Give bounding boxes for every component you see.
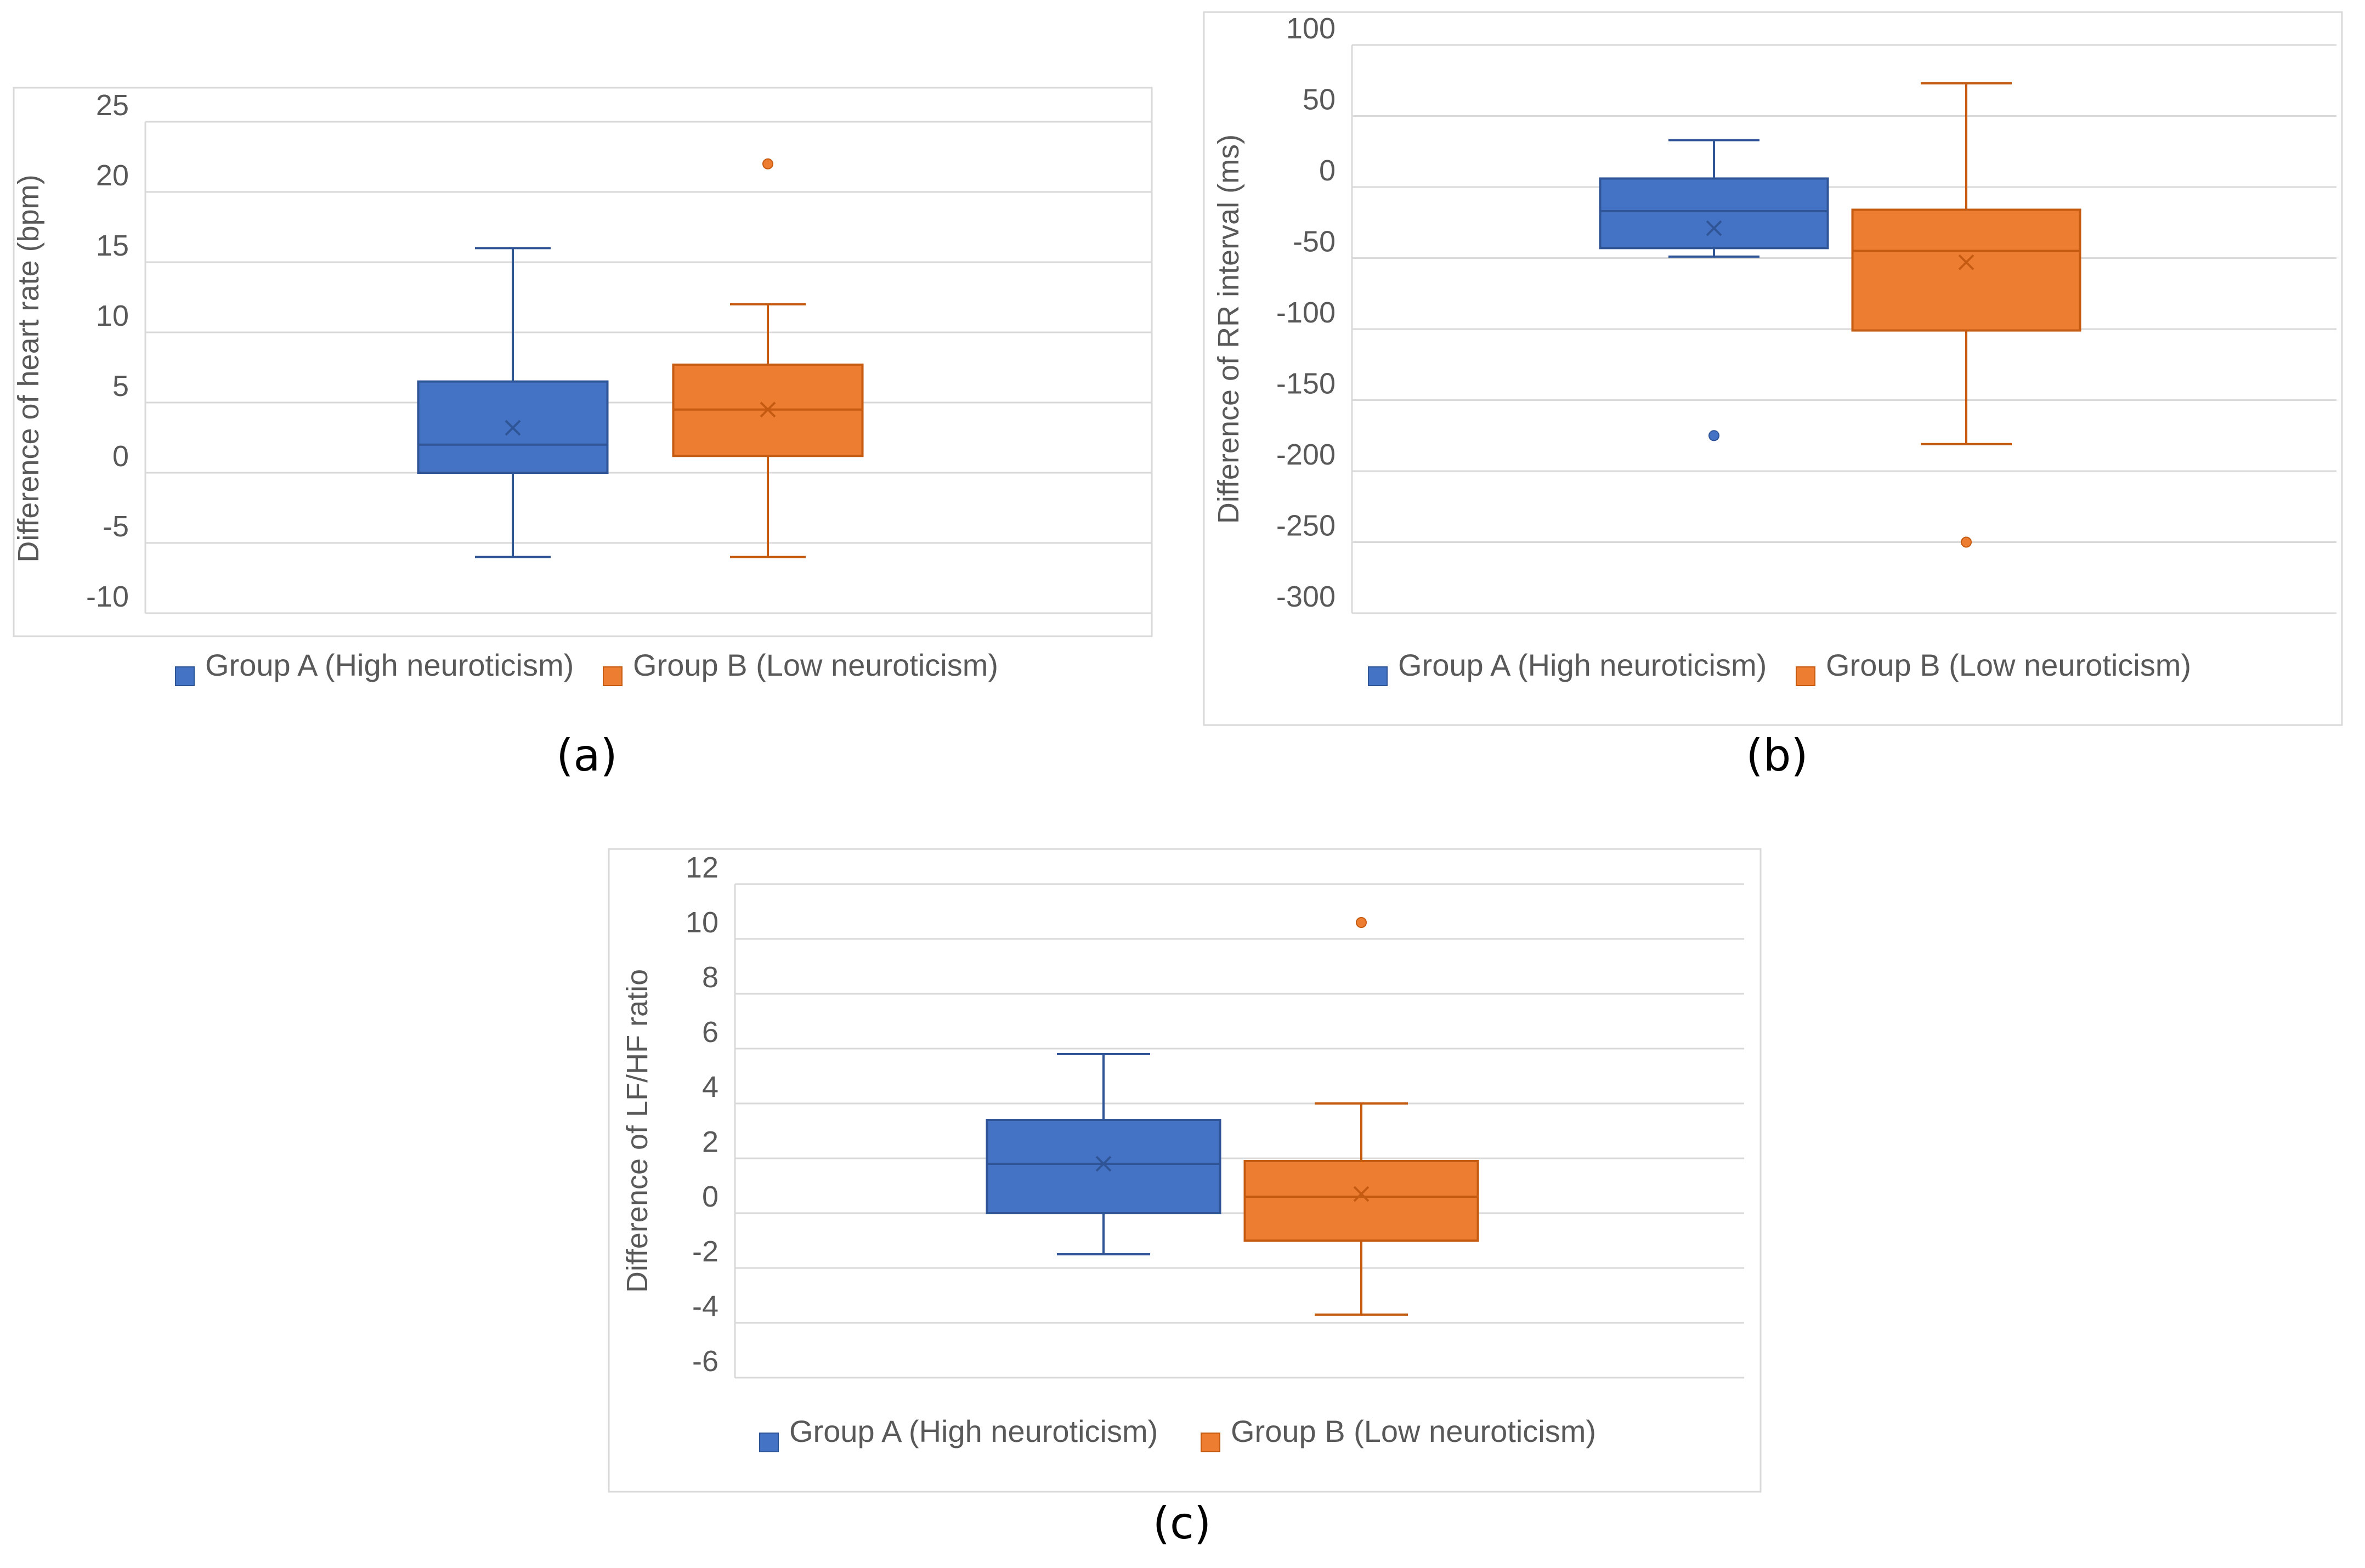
- chart-panel-a: -10 -5 0 5 10 15 20 25 Difference of heart rate …: [12, 87, 1153, 781]
- legend-swatch: [759, 1433, 779, 1452]
- y-tick-label: -200: [1276, 438, 1336, 471]
- y-tick-label: 100: [1286, 12, 1336, 45]
- chart-panel-c: -6 -4 -2 0 2 4 6 8 10 12 Difference of LF/HF ratio…: [608, 848, 1762, 1549]
- y-tick-label: -4: [692, 1290, 718, 1323]
- legend-swatch: [1796, 666, 1815, 686]
- mean-marker: [505, 420, 521, 436]
- legend-label: Group B (Low neuroticism): [1826, 648, 2191, 682]
- outlier-point: [1356, 917, 1367, 928]
- legend-swatch: [1368, 666, 1388, 686]
- y-tick-label: 2: [702, 1125, 718, 1158]
- y-tick-label: 0: [112, 440, 129, 473]
- y-tick-label: -10: [86, 580, 129, 613]
- legend-swatch: [1201, 1433, 1220, 1452]
- y-tick-label: 6: [702, 1016, 718, 1049]
- legend-swatch: [603, 666, 623, 686]
- y-tick-label: 0: [702, 1180, 718, 1213]
- iqr-box: [986, 1119, 1221, 1214]
- mean-marker: [1353, 1186, 1370, 1202]
- y-tick-label: -6: [692, 1345, 718, 1378]
- y-axis-label: Difference of heart rate (bpm): [12, 174, 45, 562]
- y-tick-label: 10: [96, 299, 129, 332]
- panel-caption: (c): [1153, 1498, 1211, 1549]
- y-tick-label: -250: [1276, 510, 1336, 542]
- legend-swatch: [175, 666, 195, 686]
- y-tick-label: -2: [692, 1235, 718, 1268]
- y-tick-label: 15: [96, 229, 129, 262]
- legend-label: Group A (High neuroticism): [205, 648, 574, 682]
- legend-label: Group B (Low neuroticism): [1231, 1414, 1596, 1448]
- legend-label: Group A (High neuroticism): [789, 1414, 1158, 1448]
- mean-marker: [1706, 220, 1722, 236]
- panel-caption: (b): [1746, 730, 1808, 781]
- y-tick-label: 25: [96, 89, 129, 122]
- chart-panel-b: -300 -250 -200 -150 -100 -50 0 50 100 Difference …: [1203, 11, 2343, 781]
- y-tick-label: -150: [1276, 367, 1336, 400]
- outlier-point: [762, 158, 773, 169]
- box-series-group-b: [1851, 82, 2081, 548]
- box-series-group-a: [986, 1053, 1221, 1255]
- y-tick-label: 10: [686, 906, 718, 939]
- y-tick-label: 12: [686, 851, 718, 884]
- y-tick-label: -100: [1276, 296, 1336, 329]
- mean-marker: [760, 401, 776, 418]
- iqr-box: [1599, 177, 1829, 250]
- y-tick-label: 20: [96, 159, 129, 192]
- box-series-group-b: [672, 158, 864, 558]
- y-tick-label: -300: [1276, 580, 1336, 613]
- chart-frame: [1203, 11, 2343, 726]
- box-series-group-a: [1599, 139, 1829, 441]
- outlier-point: [1708, 430, 1719, 441]
- panel-caption: (a): [556, 730, 617, 781]
- y-tick-label: -50: [1293, 225, 1336, 258]
- iqr-box: [1243, 1160, 1479, 1242]
- y-tick-label: 4: [702, 1071, 718, 1103]
- y-tick-label: 8: [702, 961, 718, 994]
- box-series-group-a: [417, 247, 609, 558]
- box-series-group-b: [1243, 917, 1479, 1316]
- mean-marker: [1958, 254, 1974, 270]
- legend-label: Group B (Low neuroticism): [633, 648, 998, 682]
- chart-frame: [13, 87, 1153, 637]
- iqr-box: [1851, 208, 2081, 332]
- y-axis-label: Difference of RR interval (ms): [1212, 134, 1245, 524]
- y-tick-label: 50: [1303, 83, 1336, 116]
- y-tick-label: -5: [103, 510, 129, 543]
- mean-marker: [1095, 1156, 1112, 1172]
- outlier-point: [1961, 536, 1972, 548]
- y-axis-label: Difference of LF/HF ratio: [621, 969, 654, 1293]
- legend-label: Group A (High neuroticism): [1398, 648, 1767, 682]
- y-tick-label: 5: [112, 370, 129, 403]
- y-tick-label: 0: [1319, 154, 1336, 187]
